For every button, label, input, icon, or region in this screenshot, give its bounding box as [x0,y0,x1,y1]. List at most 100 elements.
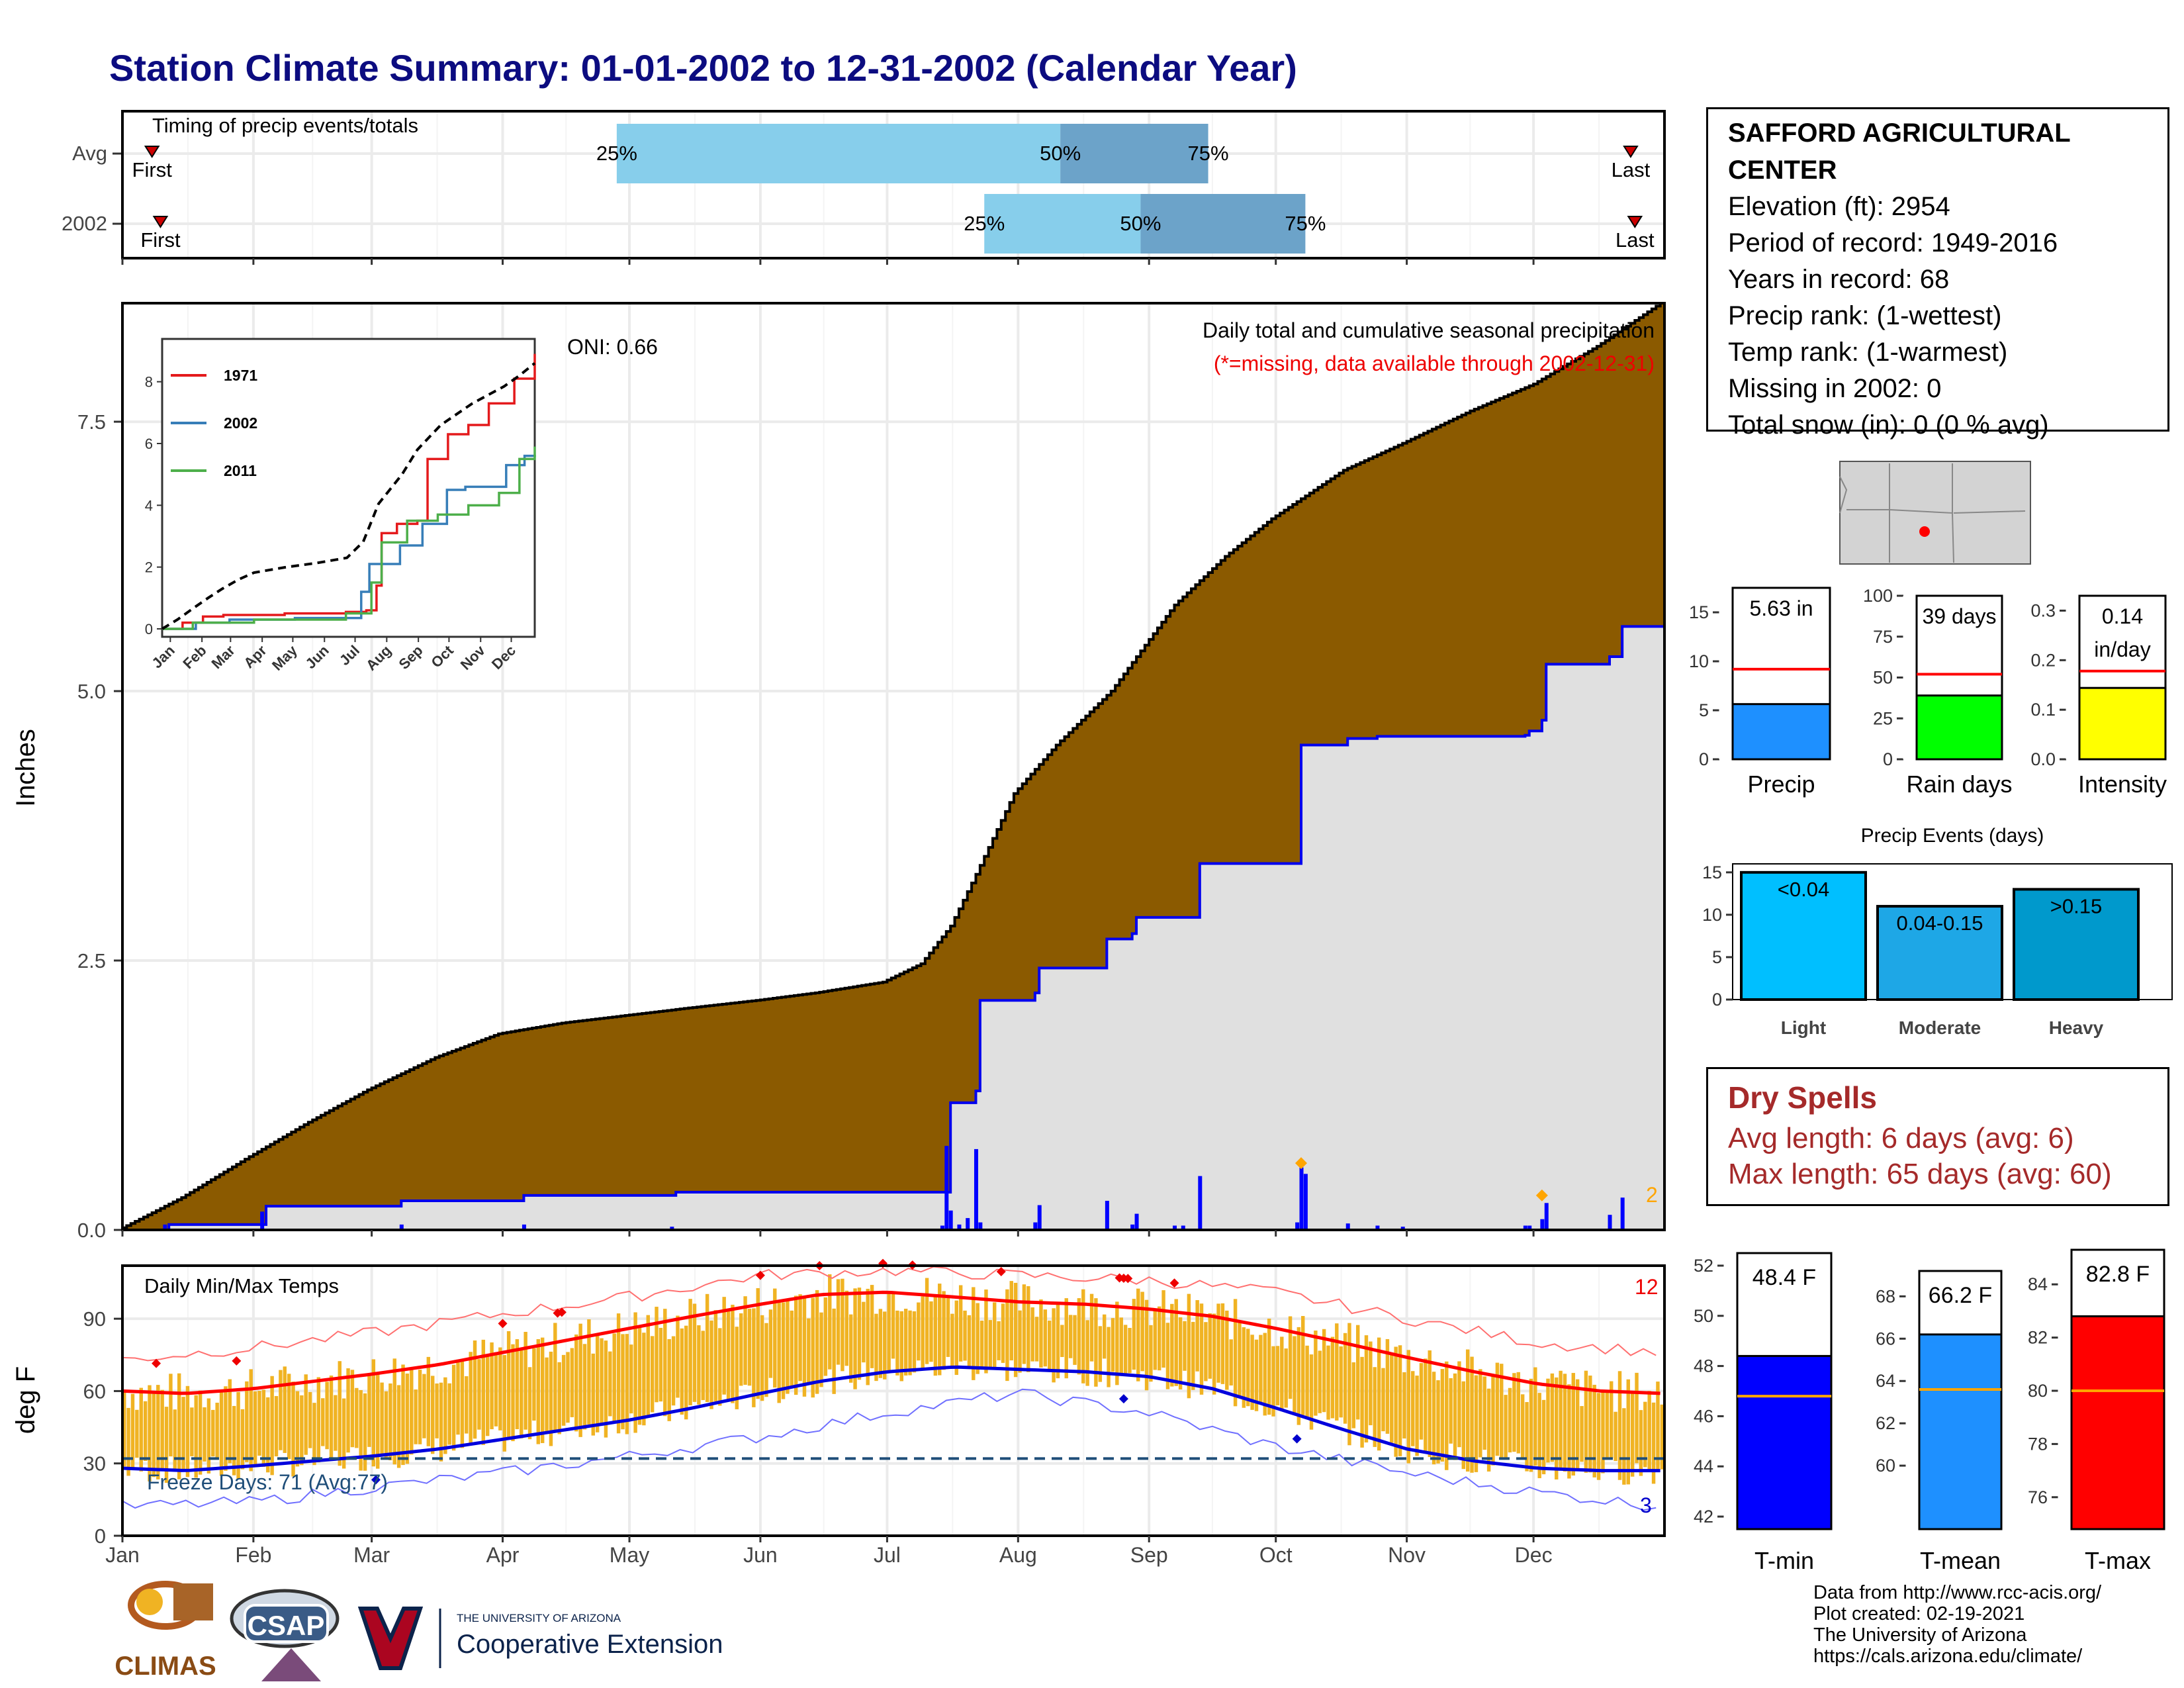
daily-precip-bar [1527,1225,1532,1230]
csap-logo-text: CSAP [248,1610,325,1641]
daily-temp-bar [473,1340,477,1439]
daily-temp-bar [451,1364,456,1451]
daily-precip-bar [1295,1222,1300,1230]
daily-temp-bar [443,1377,447,1454]
timing-last-label: Last [1615,228,1655,252]
daily-temp-bar [819,1312,823,1387]
precip-ytick-label: 7.5 [77,410,106,434]
daily-temp-bar [1491,1374,1495,1466]
missing-marker [1295,1157,1308,1170]
daily-temp-bar [887,1292,891,1371]
daily-temp-bar [908,1310,912,1376]
timing-title: Timing of precip events/totals [152,114,418,137]
daily-temp-bar [671,1336,676,1406]
daily-temp-bar [410,1370,414,1455]
daily-temp-bar [777,1299,781,1403]
daily-temp-bar [811,1297,815,1398]
daily-temp-bar [1550,1373,1555,1462]
daily-temp-bar [1373,1367,1377,1447]
temps-ylabel: deg F [11,1366,40,1434]
event-bar-heavy [2013,888,2140,1001]
tmax-bar [2070,1315,2165,1530]
daily-temp-bar [1111,1318,1115,1372]
precip-subtitle: (*=missing, data available through 2002-… [1214,352,1655,375]
daily-precip-bar [1303,1174,1308,1230]
daily-temp-bar [1149,1325,1153,1382]
daily-temp-bar [498,1347,502,1430]
daily-temp-bar [891,1291,895,1359]
daily-temp-bar [950,1313,954,1368]
daily-temp-bar [1136,1288,1140,1382]
daily-temp-bar [1280,1336,1284,1409]
first-event-marker [144,146,160,158]
daily-temp-bar [1486,1388,1491,1472]
station-name: SAFFORD AGRICULTURAL CENTER [1728,118,2070,185]
daily-temp-bar [1445,1361,1449,1470]
daily-temp-bar [1301,1316,1305,1415]
missing-marker [1535,1189,1548,1201]
daily-temp-bar [1178,1317,1183,1390]
daily-precip-bar [1375,1225,1380,1230]
daily-temp-bar [1525,1402,1529,1472]
daily-temp-bar [726,1309,731,1400]
daily-temp-bar [283,1366,287,1453]
temps-ytick-label: 30 [83,1452,106,1476]
daily-precip-bar [1523,1225,1527,1230]
daily-temp-bar [376,1374,380,1469]
daily-precip-bar [978,1222,983,1230]
daily-temp-bar [612,1333,616,1421]
daily-temp-bar [481,1339,486,1445]
intensity-ytick-label: 0.0 [2030,749,2056,769]
record-high-marker [498,1319,508,1329]
daily-temp-bar [1191,1321,1195,1390]
daily-temp-bar [1229,1339,1233,1385]
daily-temp-bar [895,1310,899,1376]
temps-xtick-label: May [610,1543,649,1567]
daily-temp-bar [1157,1306,1161,1371]
event-category-label: Moderate [1899,1017,1981,1038]
record-high-marker [1169,1278,1179,1288]
daily-precip-bar [948,1210,953,1230]
daily-temp-bar [346,1368,350,1453]
timing-bar-q25-q50 [984,194,1141,254]
timing-row-label: 2002 [62,212,107,235]
daily-temp-bar [1563,1374,1567,1472]
tmin-ytick-label: 50 [1694,1306,1713,1326]
daily-temp-bar [164,1407,169,1483]
daily-temp-bar [1022,1284,1026,1364]
daily-temp-bar [1275,1346,1280,1406]
daily-temp-bar [874,1313,878,1382]
daily-temp-bar [798,1294,802,1382]
intensity-ytick-label: 0.1 [2030,700,2056,720]
record-high-marker [1123,1274,1133,1284]
daily-temp-bar [1474,1375,1479,1472]
tmax-ytick-label: 84 [2028,1274,2048,1294]
timing-q75-label: 75% [1188,142,1229,165]
daily-temp-bar [1656,1382,1660,1471]
daily-temp-bar [367,1373,371,1447]
daily-temp-bar [1351,1362,1356,1429]
daily-temp-bar [1516,1372,1521,1454]
daily-temp-bar [1541,1399,1546,1475]
daily-temp-bar [633,1312,637,1433]
inset-series-line-2011 [162,446,536,630]
precip-panel-border [121,302,1666,1231]
daily-temp-bar [1077,1298,1081,1375]
inset-series-line-2002 [162,454,536,630]
daily-temp-bar [1314,1331,1318,1416]
daily-temp-bar [1343,1333,1347,1424]
daily-temp-bar [1369,1341,1373,1426]
daily-temp-bar [1385,1338,1390,1434]
dry-spells-panel: Dry Spells Avg length: 6 days (avg: 6) M… [1706,1067,2169,1206]
daily-temp-bar [1630,1393,1635,1477]
events-title: Precip Events (days) [1861,825,2044,847]
daily-precip-bar [944,1146,949,1230]
daily-temp-bar [240,1409,245,1470]
daily-temp-bar [1419,1363,1424,1440]
daily-precip-bar [260,1211,265,1230]
inset-legend-label: 2011 [224,462,257,479]
daily-temp-bar [760,1315,764,1401]
daily-temp-bar [1153,1309,1158,1370]
daily-temp-bar [549,1351,553,1446]
daily-temp-bar [329,1375,334,1461]
